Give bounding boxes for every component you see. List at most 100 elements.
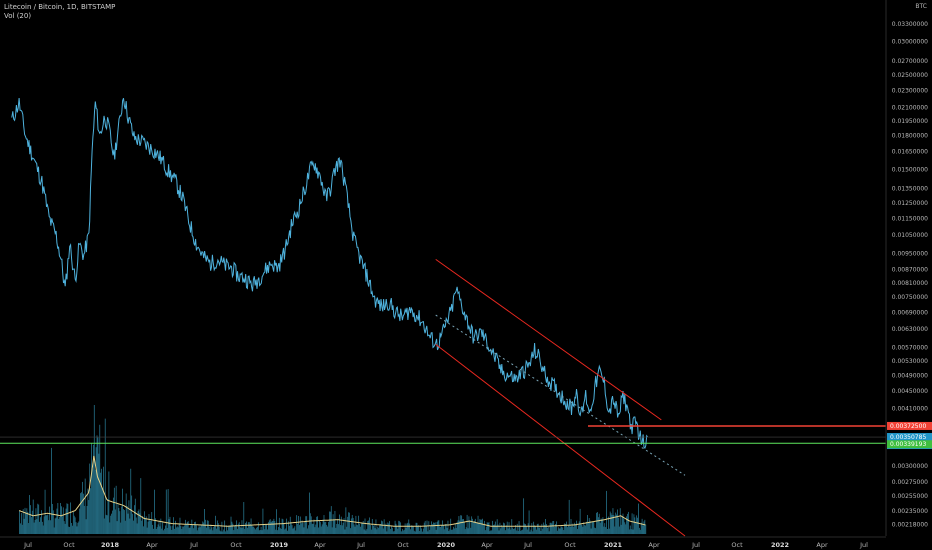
volume-bar (244, 528, 246, 534)
volume-bar (440, 526, 442, 534)
volume-bar (200, 524, 202, 534)
volume-bar (234, 525, 236, 534)
volume-bar (263, 524, 265, 534)
volume-bar (144, 517, 146, 534)
x-tick-label: Apr (816, 541, 828, 549)
volume-bar (55, 517, 57, 534)
volume-bar (198, 525, 200, 534)
volume-bar (138, 509, 140, 534)
volume-bar (554, 526, 556, 534)
y-tick-label: 0.00490000 (892, 372, 928, 379)
volume-bar (389, 521, 391, 534)
volume-bar (317, 516, 319, 534)
volume-bar (288, 521, 289, 534)
volume-bar (532, 531, 534, 534)
volume-bar (159, 526, 161, 534)
volume-bar (52, 510, 54, 534)
volume-bar (103, 466, 104, 534)
volume-bar (632, 529, 634, 534)
volume-bar (32, 499, 34, 534)
volume-bar (489, 531, 491, 534)
volume-bar (165, 489, 167, 534)
volume-bar (643, 521, 645, 534)
volume-bar (386, 531, 388, 534)
volume-bar (587, 514, 588, 534)
volume-bar (540, 530, 542, 534)
drawing-overlays[interactable] (0, 258, 886, 537)
y-tick-label: 0.01250000 (892, 200, 928, 207)
volume-bar (224, 520, 226, 534)
volume-bar (227, 526, 229, 534)
volume-bar (497, 524, 499, 534)
volume-bar (516, 523, 518, 534)
volume-bar (473, 520, 475, 534)
y-tick-label: 0.00950000 (892, 250, 928, 257)
volume-bar (350, 528, 351, 534)
volume-bar (474, 518, 476, 534)
volume-bar (323, 515, 325, 534)
volume-bar (35, 508, 37, 534)
volume-bar (644, 519, 646, 534)
volume-bar (296, 515, 298, 534)
volume-bar (189, 527, 191, 534)
volume-bar (355, 515, 357, 534)
volume-bar (550, 522, 552, 534)
volume-bar (56, 508, 58, 534)
volume-bar (312, 523, 314, 534)
volume-bar (546, 524, 547, 534)
volume-bar (164, 528, 165, 534)
volume-bar (537, 523, 539, 534)
volume-indicator-label[interactable]: Vol (20) (4, 12, 32, 20)
volume-bar (59, 516, 61, 534)
volume-bar (77, 522, 79, 534)
volume-bar (311, 523, 313, 534)
volume-bar (622, 513, 624, 534)
volume-bar (113, 487, 115, 534)
volume-bar (250, 518, 252, 534)
volume-bar (238, 522, 240, 534)
volume-bar (207, 520, 209, 534)
volume-bar (142, 515, 143, 534)
volume-bar (41, 510, 42, 534)
volume-bar (158, 520, 160, 534)
volume-bar (402, 530, 404, 534)
volume-bar (615, 512, 617, 534)
volume-bar (591, 521, 593, 534)
volume-bar (248, 522, 250, 534)
volume-bar (478, 523, 480, 534)
volume-bar (292, 528, 294, 534)
volume-bar (618, 526, 620, 534)
volume-bar (58, 518, 60, 534)
volume-bar (42, 525, 44, 534)
volume-bar (201, 524, 203, 534)
volume-bar (209, 529, 211, 534)
volume-bar (45, 515, 47, 534)
volume-bar (175, 527, 177, 534)
time-axis[interactable]: Jul Oct 2018 Apr Jul Oct 2019 Apr Jul Oct 2020 Apr J… (0, 536, 886, 549)
price-axis[interactable]: BTC 0.03300000 0.03000000 0.02700000 0.02500… (885, 0, 932, 536)
volume-bar (154, 489, 155, 534)
volume-bar (341, 525, 343, 534)
volume-bar (393, 531, 395, 534)
volume-bar (385, 523, 387, 534)
volume-bar (470, 527, 472, 534)
volume-bar (320, 526, 322, 534)
volume-bar (498, 530, 500, 534)
volume-bar (354, 526, 356, 534)
price-line (11, 97, 648, 449)
volume-bar (94, 469, 96, 534)
volume-bar (144, 511, 145, 534)
volume-bar (108, 471, 110, 534)
symbol-title[interactable]: Litecoin / Bitcoin, 1D, BITSTAMP (4, 3, 116, 11)
y-tick-label: 0.01950000 (892, 118, 928, 125)
volume-bar (533, 521, 535, 534)
volume-bar (578, 521, 580, 534)
volume-bar (268, 520, 270, 534)
volume-bar (597, 517, 599, 534)
volume-bar (397, 528, 399, 534)
y-tick-label: 0.00275000 (892, 479, 928, 486)
volume-bar (132, 513, 133, 534)
volume-bar (145, 516, 147, 534)
volume-bar (603, 526, 605, 534)
